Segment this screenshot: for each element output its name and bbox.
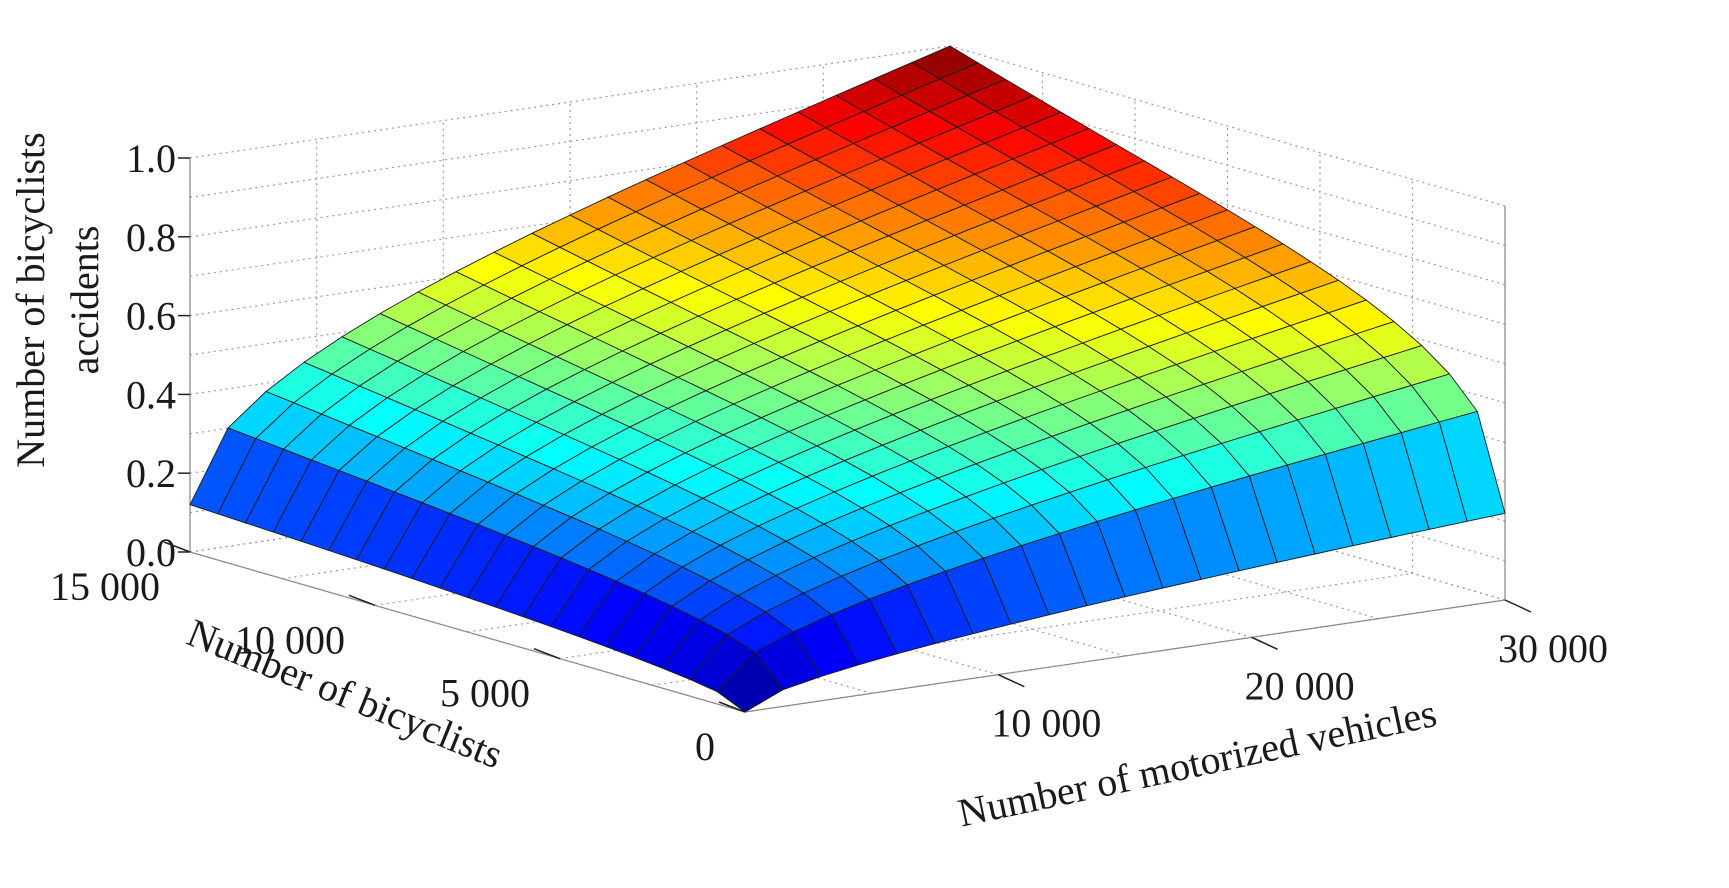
- x-tick-mark: [1251, 636, 1278, 651]
- z-axis-label-line-2: accidents: [62, 226, 107, 375]
- x-tick-mark: [998, 673, 1025, 688]
- surface-patch: [716, 652, 784, 713]
- y-tick-mark: [163, 541, 191, 553]
- grid-line-floor-b: [652, 572, 1413, 686]
- y-tick-label: 10 000: [235, 617, 345, 662]
- y-tick-mark: [348, 594, 376, 607]
- z-tick-label: 0.6: [126, 294, 176, 339]
- y-tick-label: 15 000: [50, 564, 160, 609]
- x-tick-label: 20 000: [1245, 663, 1355, 708]
- box-edge-front-left: [189, 551, 746, 713]
- x-tick-label: 10 000: [991, 701, 1101, 746]
- x-tick-label: 30 000: [1498, 626, 1608, 671]
- box-edge-front-right: [744, 599, 1506, 713]
- z-tick-label: 0.4: [126, 372, 176, 417]
- x-tick-mark: [1504, 599, 1532, 613]
- z-tick-label: 0.0: [126, 530, 176, 575]
- z-tick-label: 0.2: [126, 451, 176, 496]
- z-tick-label: 1.0: [126, 136, 176, 181]
- surface-layer: [189, 45, 1506, 713]
- y-tick-label: 0: [695, 724, 715, 769]
- grid-line-right-wall-z: [949, 45, 1506, 207]
- tick-layer: 0.0 0.2 0.4 0.6 0.8 1.0 0 5 000 10 000 15 000 10 0…: [50, 136, 1608, 769]
- y-tick-mark: [718, 701, 746, 713]
- y-tick-label: 5 000: [440, 671, 530, 716]
- grid-line-left-wall-z: [189, 45, 951, 159]
- z-tick-label: 0.8: [126, 215, 176, 260]
- grid-line-left-wall-z: [189, 124, 951, 238]
- z-axis-label-line-1: Number of bicyclists: [8, 132, 53, 468]
- y-tick-mark: [533, 647, 561, 660]
